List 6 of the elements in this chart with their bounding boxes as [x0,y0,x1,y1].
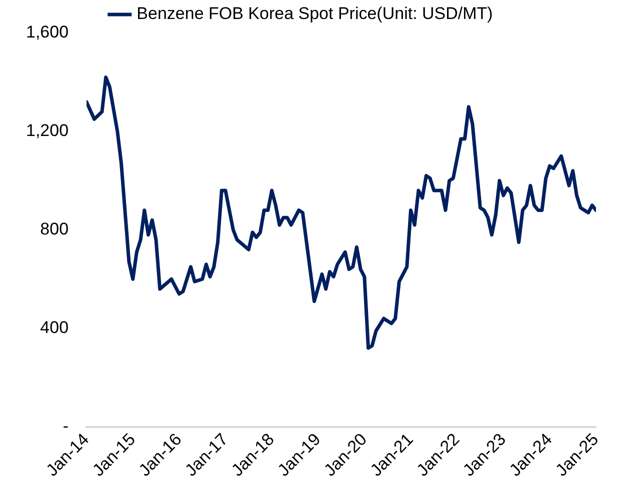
y-tick-label: 400 [40,318,69,338]
legend-label: Benzene FOB Korea Spot Price(Unit: USD/MT) [136,4,493,24]
y-tick-label: 1,200 [26,121,69,140]
y-tick-label: 800 [40,220,69,239]
y-tick-label: - [62,416,69,436]
y-tick-label: 1,600 [26,22,69,42]
